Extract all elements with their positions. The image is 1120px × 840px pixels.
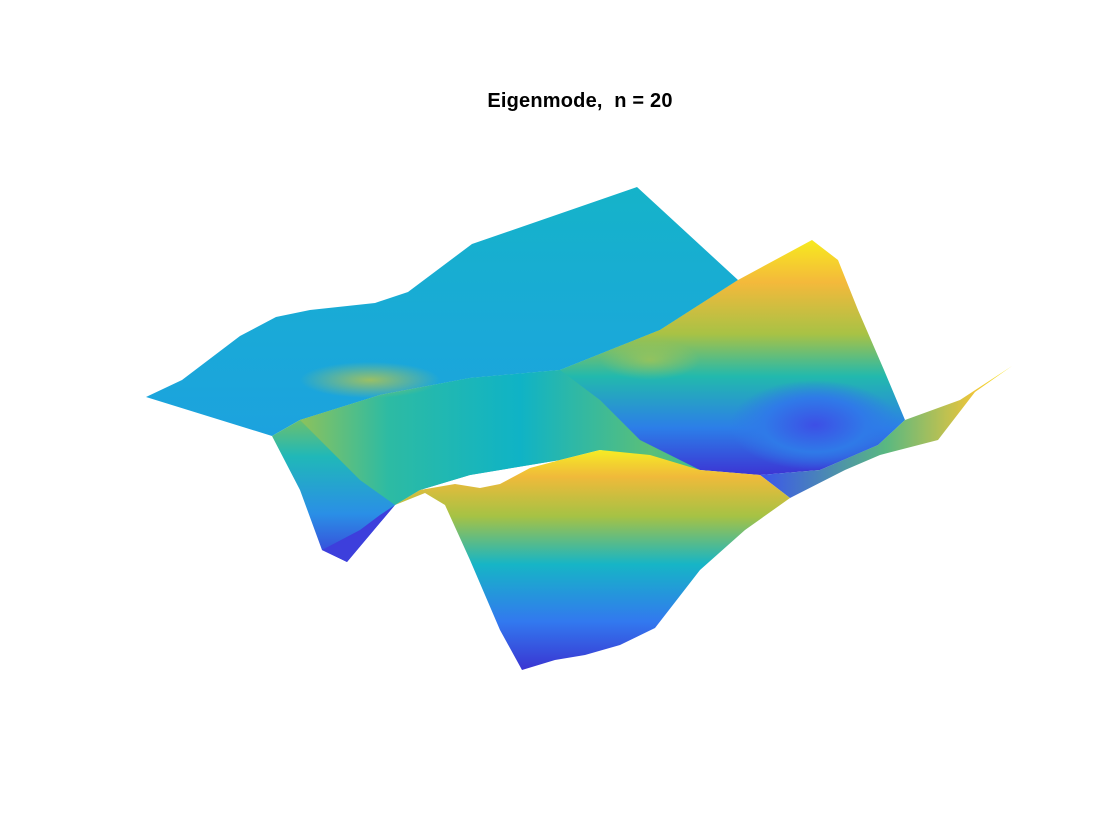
surface-back-plateau <box>146 187 738 436</box>
surface-right-tail <box>760 366 1012 498</box>
surface-center-saddle <box>300 280 740 505</box>
surface-left-sheen <box>300 362 440 398</box>
plot-title: Eigenmode, n = 20 <box>487 90 673 112</box>
surface-front-ridge <box>395 450 790 670</box>
surface-blue-depression <box>730 380 900 470</box>
surface-left-trough <box>322 505 395 562</box>
surface-center-sheen <box>600 340 700 380</box>
